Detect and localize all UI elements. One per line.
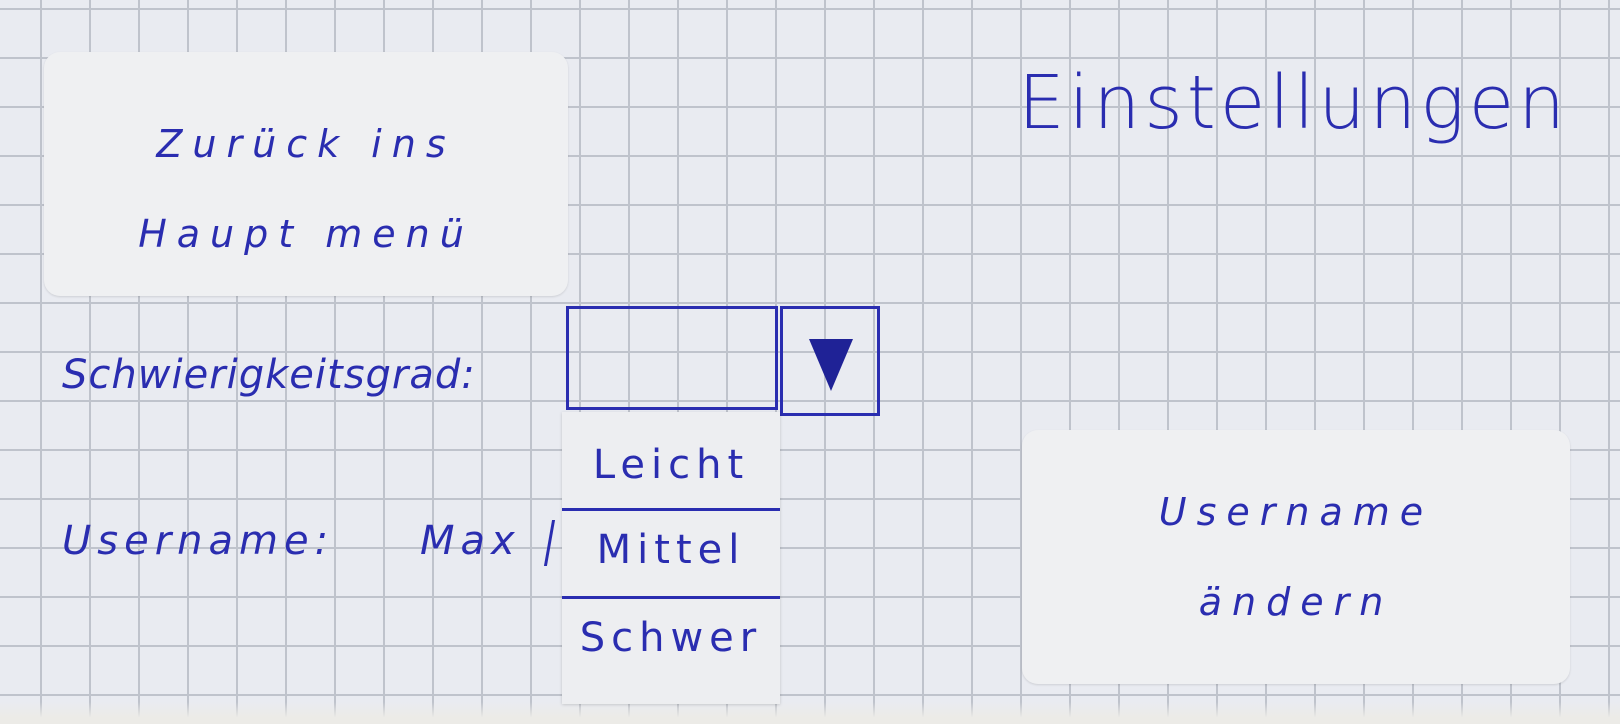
difficulty-option-leicht[interactable]: Leicht <box>592 442 750 488</box>
change-username-label-line2: ändern <box>1198 580 1394 624</box>
back-button-label-line1: Zurück ins <box>156 122 456 166</box>
difficulty-dropdown-list: Leicht Mittel Schwer <box>562 412 780 704</box>
page-title: Einstellungen <box>1018 60 1570 146</box>
difficulty-select[interactable] <box>566 306 778 410</box>
username-label: Username: <box>62 518 335 564</box>
difficulty-label: Schwierigkeitsgrad: <box>62 352 476 398</box>
back-to-main-menu-button[interactable]: Zurück ins Haupt menü <box>44 52 568 296</box>
text-cursor <box>543 520 556 566</box>
username-input[interactable]: Max <box>420 518 521 564</box>
difficulty-dropdown-toggle[interactable] <box>780 306 880 416</box>
back-button-label-line2: Haupt menü <box>138 212 474 256</box>
difficulty-option-schwer[interactable]: Schwer <box>579 615 763 661</box>
change-username-button[interactable]: Username ändern <box>1022 430 1570 684</box>
option-divider <box>562 508 780 511</box>
triangle-down-icon <box>809 339 853 391</box>
difficulty-option-mittel[interactable]: Mittel <box>596 527 746 573</box>
option-divider <box>562 596 780 599</box>
change-username-label-line1: Username <box>1158 490 1434 534</box>
